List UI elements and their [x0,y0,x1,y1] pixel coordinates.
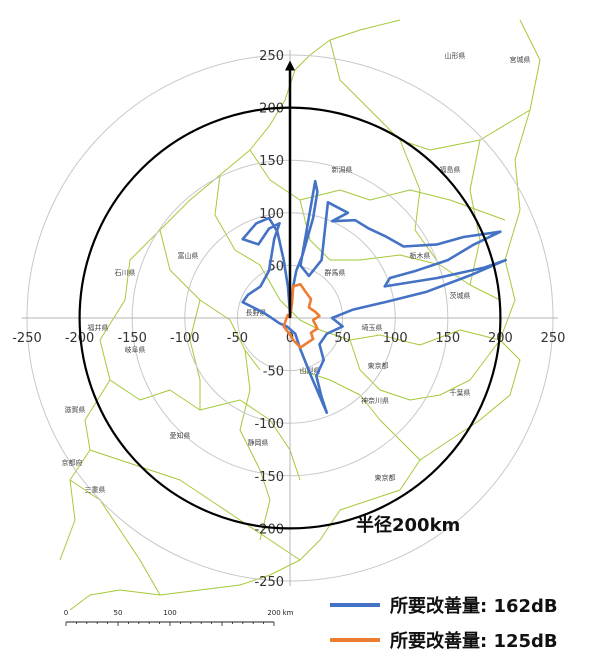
prefecture-label: 神奈川県 [361,396,389,405]
prefecture-label: 新潟県 [332,165,353,174]
prefecture-label: 滋賀県 [65,405,86,414]
prefecture-boundaries [59,19,541,611]
prefecture-label: 東京都 [368,361,389,370]
prefecture-label: 群馬県 [325,268,346,277]
prefecture-label: 東京都 [375,473,396,482]
boundary-b [249,149,506,221]
boundary-n [239,349,271,541]
x-tick-label: 250 [541,331,566,346]
scale-bar-label: 200 [267,609,280,617]
boundary-g [319,329,501,346]
x-tick-label: 50 [334,331,351,346]
y-tick-label: 150 [259,154,284,169]
x-tick-label: -100 [170,331,200,346]
prefecture-label: 埼玉県 [362,323,383,332]
legend-item-162db: 所要改善量: 162dB [330,592,590,617]
legend-label-162db: 所要改善量: 162dB [390,596,558,617]
boundary-f [109,379,301,481]
prefecture-label: 茨城県 [450,291,471,300]
prefecture-label: 栃木県 [410,251,431,260]
x-tick-label: 150 [435,331,460,346]
prefecture-label: 千葉県 [450,388,471,397]
legend-label-125db: 所要改善量: 125dB [390,631,558,652]
boundary-o [349,339,501,401]
x-tick-label: 100 [383,331,408,346]
legend-swatch-162db [330,603,380,607]
prefecture-label: 岐阜県 [125,345,146,354]
scale-bar-label: 100 [163,609,176,617]
prefecture-label: 石川県 [115,269,136,277]
boundary-d [214,174,321,331]
x-tick-label: -250 [12,331,42,346]
y-tick-label: -150 [254,470,284,485]
boundary-e [159,229,261,371]
x-tick-label: 0 [286,331,294,346]
boundary-h [299,369,421,461]
radius-label: 半径200km [356,515,461,536]
legend-swatch-125db [330,638,380,642]
prefecture-label: 長野県 [246,309,267,317]
prefecture-label: 山形県 [445,51,466,60]
series-162db-line [241,179,508,415]
scale-bar-label: 50 [114,609,123,617]
scale-bar-unit: km [283,609,294,617]
legend-item-125db: 所要改善量: 125dB [330,627,590,652]
scale-bar: 0 50 100 200 km [64,609,294,626]
y-tick-label: -250 [254,575,284,590]
prefecture-label: 福井県 [88,323,109,332]
prefecture-label: 宮城県 [510,55,531,64]
prefecture-label: 富山県 [178,251,199,260]
prefecture-label: 京都府 [62,458,83,467]
x-tick-label: -150 [117,331,147,346]
y-tick-label: 250 [259,49,284,64]
prefecture-label: 三重県 [85,486,106,494]
prefecture-label: 愛知県 [170,431,191,440]
series-layer [241,179,508,415]
boundary-k [399,139,441,266]
boundary-c [299,199,501,301]
y-tick-label: -100 [254,417,284,432]
y-tick-label: 100 [259,207,284,222]
y-tick-label: -50 [263,365,284,380]
prefecture-label: 静岡県 [248,438,269,447]
tick-labels: -250 -200 -150 -100 -50 0 50 100 150 200 250250200… [12,49,565,590]
boundary-m [189,299,201,410]
prefecture-label: 福島県 [440,165,461,174]
x-tick-label: -50 [227,331,248,346]
y-tick-label: -200 [254,522,284,537]
boundary-i [89,449,301,561]
y-tick-label: 50 [267,259,284,274]
boundary-j [69,479,161,596]
series-125db-line [282,282,321,349]
coastline-sea-of-japan [59,19,401,561]
boundary-l [469,139,481,286]
scale-bar-label: 0 [64,609,68,617]
